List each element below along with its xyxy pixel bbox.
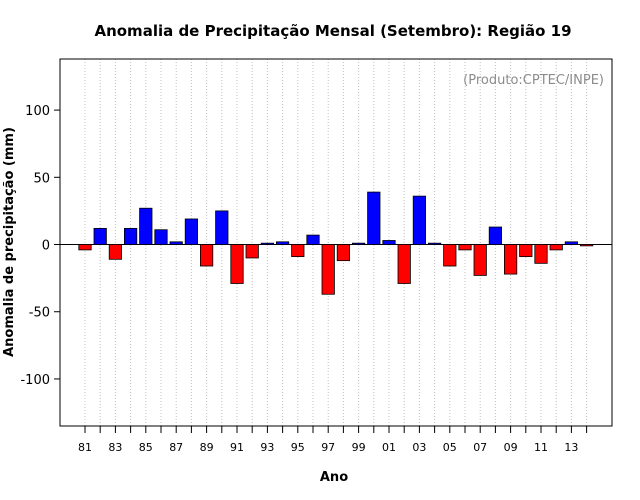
bar-2001 [382,240,396,245]
bar-1990 [215,210,229,245]
x-tick-label: 89 [200,441,214,454]
x-tick-label: 83 [108,441,122,454]
bar-1991 [230,244,244,284]
x-tick-label: 03 [412,441,426,454]
bar-1988 [184,218,198,245]
x-tick-label: 87 [169,441,183,454]
x-tick-label: 91 [230,441,244,454]
plot-frame [59,58,613,427]
y-tick-label: -50 [29,306,50,321]
bar-1986 [154,229,168,245]
bar-1985 [139,207,153,245]
x-tick-label: 13 [564,441,578,454]
bar-1995 [291,244,305,258]
bar-1993 [260,242,275,245]
bar-2006 [458,244,472,251]
x-tick-label: 99 [352,441,366,454]
x-tick-label: 93 [260,441,274,454]
bar-1981 [78,244,92,251]
bar-2008 [488,226,503,245]
bar-2014 [580,244,594,247]
bar-1987 [169,241,183,245]
bar-2003 [412,195,427,245]
x-axis: 81 83 85 87 89 91 93 95 97 99 01 03 05 07 09 11 13 [78,426,588,454]
x-tick-label: 01 [382,441,396,454]
bar-2005 [443,244,457,267]
x-tick-label: 05 [443,441,457,454]
bar-1983 [108,244,122,260]
bar-2007 [473,244,487,276]
x-tick-label: 81 [78,441,92,454]
y-tick-label: 50 [33,171,50,186]
x-axis-title: Ano [320,470,348,485]
bar-1982 [93,227,107,245]
x-tick-label: 09 [504,441,518,454]
x-tick-label: 85 [139,441,153,454]
y-tick-label: 100 [25,104,50,119]
bar-1999 [351,242,366,245]
bar-1997 [321,244,335,295]
bar-1992 [245,244,259,259]
bars-group [78,191,594,295]
bar-2002 [397,244,411,284]
chart-title: Anomalia de Precipitação Mensal (Setembr… [94,22,571,40]
bar-2011 [534,244,548,264]
bar-2004 [427,242,442,245]
bar-2013 [564,241,579,245]
bar-1984 [124,227,138,245]
product-credit: (Produto:CPTEC/INPE) [463,73,604,88]
bar-2009 [503,244,518,275]
bar-1998 [336,244,351,262]
bar-2000 [367,191,381,245]
bar-2010 [519,244,533,258]
y-axis: -100 -50 0 50 100 [20,104,60,388]
y-tick-label: 0 [42,239,50,254]
bar-1989 [199,244,214,267]
x-tick-label: 07 [473,441,487,454]
bar-1996 [306,234,320,245]
bar-2012 [549,244,563,251]
y-tick-label: -100 [20,373,50,388]
x-tick-label: 97 [321,441,335,454]
x-tick-label: 95 [291,441,305,454]
bar-1994 [275,241,290,245]
x-tick-label: 11 [534,441,548,454]
y-axis-title: Anomalia de precipitação (mm) [2,127,17,357]
